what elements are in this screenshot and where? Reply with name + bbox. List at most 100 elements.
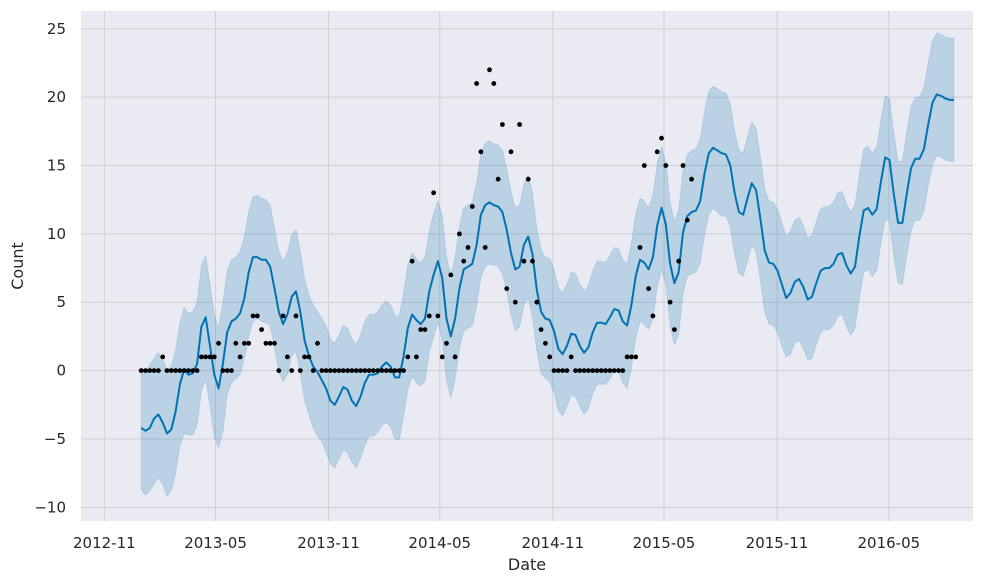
y-tick-label: 0 [56,362,66,380]
data-point [538,327,544,332]
data-point [654,149,660,155]
data-point [220,368,226,373]
data-point [297,368,303,373]
data-point [611,368,617,373]
data-point [138,368,144,373]
data-point [435,313,441,319]
data-point [276,368,282,373]
data-point [151,368,157,373]
data-point [672,327,677,332]
forecast-line [140,93,954,435]
data-point [607,368,613,373]
data-point [242,340,247,346]
data-point [684,217,690,223]
data-point [667,299,673,305]
data-point [641,163,647,168]
data-point [306,354,312,360]
data-point [439,354,445,360]
data-point [646,286,651,291]
data-point [534,299,540,305]
data-point [310,368,316,373]
data-point [512,299,518,305]
data-point [328,368,333,373]
data-point [560,368,565,373]
data-point [676,258,682,264]
data-point [568,354,574,360]
data-point [448,272,454,278]
data-point [482,245,488,250]
data-point [598,368,604,373]
data-point [293,313,299,319]
data-point [577,368,583,373]
uncertainty-band [140,32,955,498]
data-point [177,368,183,373]
x-tick-label: 2013-11 [297,534,360,552]
data-point [551,368,557,373]
data-point [216,340,222,346]
data-point [156,368,161,373]
data-point [590,368,596,373]
x-tick-label: 2015-05 [633,534,696,552]
data-point [250,313,256,319]
data-point [586,368,591,373]
data-point [564,368,570,373]
data-point [422,327,428,332]
data-point [233,340,239,346]
data-point [620,368,626,373]
data-point [280,313,286,319]
data-point [302,354,307,360]
data-point [469,204,475,209]
data-point [168,368,174,373]
y-tick-label: 5 [56,293,66,311]
data-point [315,340,320,346]
data-point [383,368,389,373]
data-point [629,354,634,360]
y-axis-title: Count [8,242,27,290]
plot-background [81,11,973,521]
data-point [504,286,510,291]
data-point [452,354,458,360]
data-point [267,340,273,346]
grid-lines [81,11,973,521]
data-point [525,176,531,182]
data-point [530,258,535,264]
data-point [246,340,252,346]
x-tick-label: 2014-11 [521,534,584,552]
data-point [689,176,694,182]
data-point [388,368,393,373]
data-point [323,368,329,373]
data-point [474,81,479,86]
data-point [272,340,277,346]
y-tick-label: 10 [47,225,66,243]
data-point [444,340,449,346]
data-point [650,313,656,319]
y-tick-label: 15 [47,157,66,175]
data-point [478,149,484,155]
data-point [289,368,295,373]
x-tick-label: 2012-11 [73,534,136,552]
x-tick-label: 2015-11 [746,534,809,552]
data-point [371,368,376,373]
data-point [431,190,436,196]
data-point [362,368,368,373]
data-point [500,122,505,127]
x-tick-labels: 2012-11 2013-05 2013-11 2014-05 2014-11 2015-… [73,534,920,552]
data-point [616,368,621,373]
data-point [181,368,187,373]
data-point [203,354,209,360]
data-point [396,368,402,373]
data-point [207,354,213,360]
data-point [379,368,385,373]
data-point [680,163,686,168]
data-point [624,354,630,360]
data-point [457,231,462,237]
data-point [263,340,269,346]
data-point [461,258,467,264]
data-point [259,327,264,332]
data-point [345,368,350,373]
y-tick-label: 20 [47,88,66,106]
data-point [405,354,411,360]
data-point [663,163,669,168]
data-point [336,368,342,373]
